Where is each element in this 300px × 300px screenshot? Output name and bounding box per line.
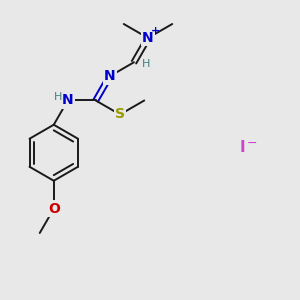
- Text: N: N: [142, 31, 154, 45]
- Text: H: H: [142, 59, 150, 69]
- Text: N: N: [62, 94, 74, 107]
- Text: S: S: [115, 107, 125, 122]
- Text: −: −: [247, 136, 257, 149]
- Text: I: I: [239, 140, 245, 155]
- Text: N: N: [104, 69, 116, 83]
- Text: +: +: [150, 26, 160, 36]
- Text: H: H: [54, 92, 62, 103]
- Text: O: O: [48, 202, 60, 216]
